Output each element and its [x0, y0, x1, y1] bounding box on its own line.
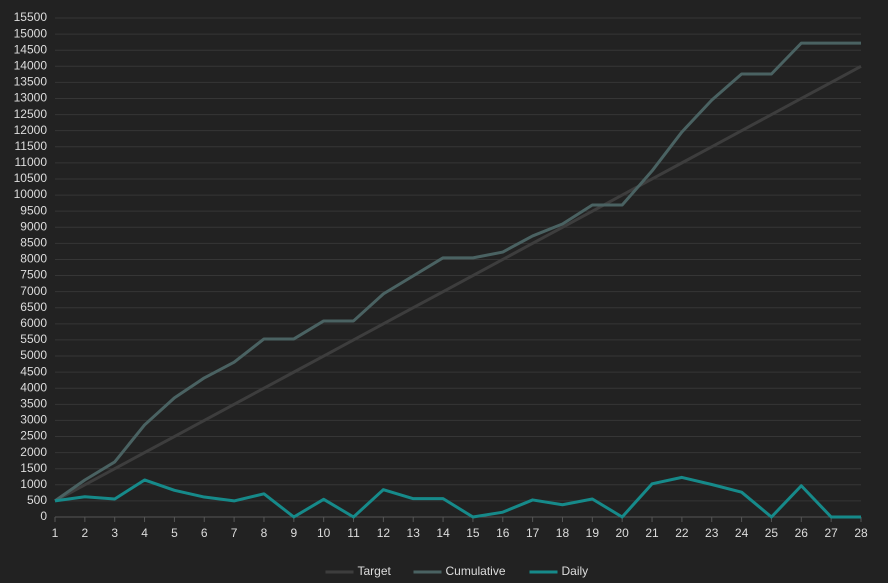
x-tick-label: 13 — [407, 526, 421, 540]
y-tick-label: 500 — [27, 493, 47, 507]
y-tick-label: 9000 — [20, 219, 47, 233]
x-tick-label: 6 — [201, 526, 208, 540]
y-tick-label: 3000 — [20, 413, 47, 427]
x-tick-label: 3 — [111, 526, 118, 540]
x-tick-label: 25 — [765, 526, 779, 540]
x-tick-label: 21 — [645, 526, 659, 540]
y-tick-label: 10000 — [14, 187, 48, 201]
x-tick-label: 10 — [317, 526, 331, 540]
x-tick-label: 26 — [795, 526, 809, 540]
y-tick-label: 6500 — [20, 300, 47, 314]
y-tick-label: 9500 — [20, 203, 47, 217]
x-tick-label: 24 — [735, 526, 749, 540]
x-tick-label: 17 — [526, 526, 540, 540]
y-tick-label: 3500 — [20, 396, 47, 410]
x-tick-label: 22 — [675, 526, 689, 540]
y-tick-label: 12000 — [14, 123, 48, 137]
y-tick-label: 6000 — [20, 316, 47, 330]
y-tick-label: 11000 — [15, 155, 48, 169]
x-tick-label: 4 — [141, 526, 148, 540]
y-tick-label: 5500 — [20, 332, 47, 346]
x-tick-label: 23 — [705, 526, 719, 540]
y-tick-label: 8000 — [20, 252, 47, 266]
x-tick-label: 2 — [82, 526, 89, 540]
series-line — [54, 64, 862, 503]
y-tick-label: 1000 — [20, 477, 47, 491]
x-tick-label: 7 — [231, 526, 238, 540]
y-tick-label: 15000 — [14, 26, 48, 40]
y-tick-label: 14000 — [14, 58, 48, 72]
y-tick-label: 13500 — [14, 75, 48, 89]
y-tick-label: 13000 — [14, 91, 48, 105]
y-tick-label: 14500 — [14, 42, 48, 56]
x-tick-label: 14 — [436, 526, 450, 540]
x-tick-label: 16 — [496, 526, 510, 540]
x-tick-label: 12 — [377, 526, 391, 540]
y-tick-label: 11500 — [15, 139, 48, 153]
y-tick-label: 4000 — [20, 380, 47, 394]
x-tick-label: 8 — [261, 526, 268, 540]
y-tick-label: 2000 — [20, 445, 47, 459]
x-tick-label: 11 — [347, 526, 360, 540]
x-tick-label: 9 — [290, 526, 297, 540]
y-tick-label: 1500 — [20, 461, 47, 475]
y-tick-label: 12500 — [14, 107, 48, 121]
x-tick-label: 27 — [824, 526, 838, 540]
x-tick-label: 20 — [616, 526, 630, 540]
series-line — [54, 475, 861, 519]
y-tick-label: 7000 — [20, 284, 47, 298]
x-tick-label: 19 — [586, 526, 600, 540]
legend-label: Cumulative — [446, 564, 506, 578]
legend-label: Daily — [562, 564, 589, 578]
y-tick-label: 2500 — [20, 429, 47, 443]
y-tick-label: 8500 — [20, 236, 47, 250]
y-tick-label: 7500 — [20, 268, 47, 282]
y-tick-label: 5000 — [20, 348, 47, 362]
y-tick-label: 4500 — [20, 364, 47, 378]
legend-label: Target — [358, 564, 392, 578]
x-tick-label: 5 — [171, 526, 178, 540]
series-line — [54, 41, 861, 503]
x-tick-label: 15 — [466, 526, 480, 540]
x-tick-label: 18 — [556, 526, 570, 540]
x-tick-label: 1 — [52, 526, 59, 540]
x-tick-label: 28 — [854, 526, 868, 540]
y-tick-label: 10500 — [14, 171, 48, 185]
y-tick-label: 15500 — [14, 10, 48, 24]
y-tick-label: 0 — [40, 509, 47, 523]
